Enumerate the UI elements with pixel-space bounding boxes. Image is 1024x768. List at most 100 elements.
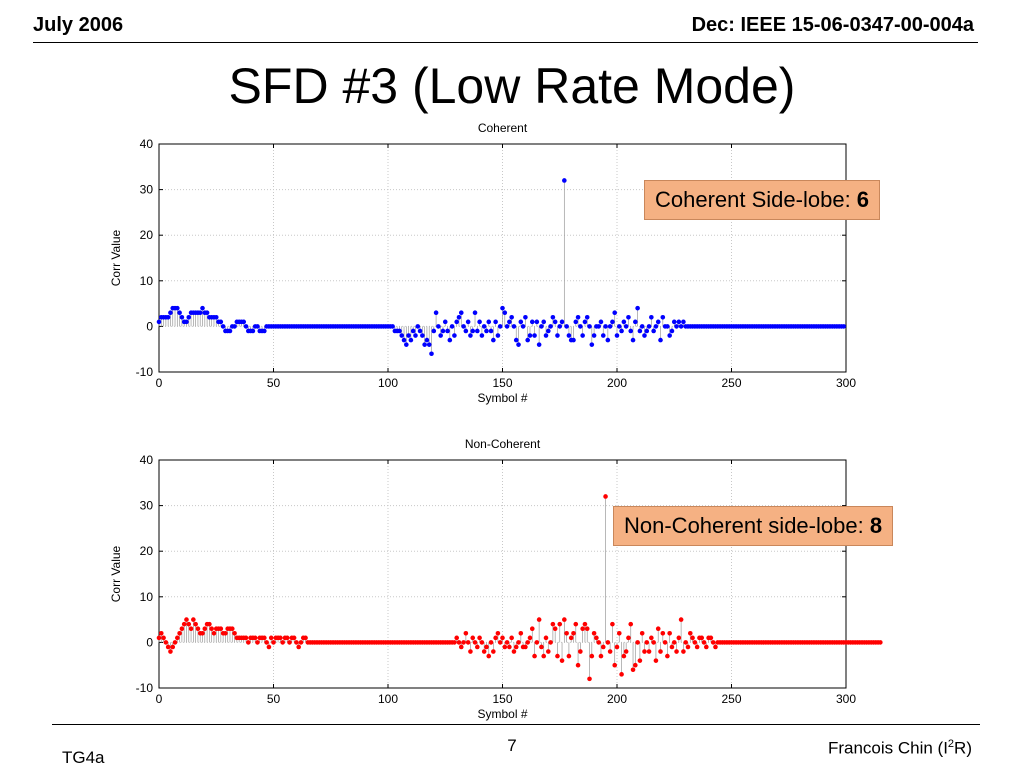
coherent-data-point [580, 333, 585, 338]
noncoherent-data-point [518, 630, 524, 636]
coherent-data-point [525, 337, 530, 343]
noncoherent-data-point [878, 640, 883, 645]
noncoherent-data-point [685, 644, 691, 650]
noncoherent-data-point [211, 630, 217, 636]
noncoherent-data-point [504, 640, 510, 645]
coherent-data-point [420, 333, 425, 338]
noncoherent-data-point [468, 649, 473, 654]
coherent-data-point [468, 333, 473, 338]
noncoherent-data-point [610, 621, 615, 627]
coherent-data-point [607, 324, 613, 329]
coherent-data-point [465, 319, 471, 325]
coherent-data-point [250, 328, 256, 334]
coherent-chart: 0 50 100 150 200 250 300 -10 0 10 20 30 40 Coherent Sy… [0, 116, 1024, 416]
noncoherent-data-point [628, 621, 634, 627]
header-document-id: Dec: IEEE 15-06-0347-00-004a [691, 14, 974, 36]
noncoherent-data-point [266, 644, 272, 650]
noncoherent-data-point [243, 635, 249, 641]
coherent-data-point [566, 333, 572, 338]
noncoherent-data-point [252, 635, 258, 641]
noncoherent-data-point [475, 644, 480, 650]
coherent-data-point [532, 333, 537, 338]
coherent-data-point [491, 337, 496, 343]
noncoherent-data-point [710, 640, 716, 645]
noncoherent-data-point [456, 640, 462, 645]
noncoherent-data-point [665, 653, 670, 659]
noncoherent-data-point [621, 653, 627, 659]
coherent-data-point [642, 333, 647, 338]
noncoherent-x-tick-label: 50 [267, 692, 281, 706]
noncoherent-data-point [223, 630, 228, 636]
coherent-data-point [447, 337, 453, 343]
noncoherent-x-tick-label: 300 [836, 692, 856, 706]
coherent-data-point [660, 314, 666, 320]
noncoherent-data-point [278, 635, 283, 641]
coherent-sidelobe-value: 6 [856, 187, 870, 212]
coherent-data-point [413, 333, 418, 338]
noncoherent-data-point [564, 630, 569, 636]
noncoherent-data-point [191, 617, 196, 622]
noncoherent-data-point [491, 649, 496, 654]
footer-author: Francois Chin (I2R) [828, 738, 972, 759]
noncoherent-data-point [477, 635, 482, 641]
footer-author-suffix: R) [954, 738, 972, 758]
coherent-data-point [458, 310, 464, 316]
noncoherent-data-point [246, 640, 251, 645]
noncoherent-data-point [291, 635, 297, 641]
coherent-data-point [575, 314, 581, 320]
noncoherent-data-point [255, 640, 260, 645]
noncoherent-data-point [536, 617, 542, 622]
noncoherent-data-point [188, 626, 194, 632]
noncoherent-data-point [662, 640, 668, 645]
noncoherent-data-point [642, 649, 647, 654]
noncoherent-data-point [287, 640, 292, 645]
coherent-data-point [461, 324, 466, 329]
coherent-chart-title: Coherent [478, 121, 528, 135]
noncoherent-data-point [692, 640, 698, 645]
coherent-data-point [546, 328, 551, 334]
coherent-data-point [681, 319, 686, 325]
noncoherent-data-point [612, 662, 618, 668]
coherent-data-point [417, 328, 423, 334]
noncoherent-data-point [658, 649, 663, 654]
noncoherent-sidelobe-callout: Non-Coherent side-lobe: 8 [613, 506, 894, 546]
footer-author-superscript: 2 [947, 738, 955, 750]
coherent-data-point [523, 314, 528, 320]
coherent-x-axis-label: Symbol # [477, 391, 527, 405]
coherent-x-tick-label: 150 [492, 376, 512, 390]
noncoherent-sidelobe-label: Non-Coherent side-lobe: [624, 513, 870, 538]
coherent-data-point [415, 324, 421, 329]
noncoherent-data-point [497, 640, 503, 645]
coherent-data-point [509, 314, 514, 320]
noncoherent-data-point [653, 658, 659, 663]
coherent-data-point [470, 328, 476, 334]
noncoherent-data-point [479, 640, 485, 645]
footer-page-number: 7 [507, 736, 517, 755]
noncoherent-data-point [264, 640, 269, 645]
coherent-data-point [456, 314, 462, 320]
noncoherent-data-point [637, 658, 643, 663]
noncoherent-data-point [607, 649, 613, 654]
coherent-data-point [649, 314, 654, 320]
noncoherent-data-point [525, 640, 530, 645]
noncoherent-data-point [676, 635, 682, 641]
coherent-data-point [600, 333, 606, 338]
coherent-data-point [635, 305, 640, 311]
coherent-data-point [449, 324, 455, 329]
noncoherent-data-point [527, 635, 533, 641]
noncoherent-data-point [461, 640, 466, 645]
coherent-data-point [527, 333, 533, 338]
coherent-data-point [543, 333, 549, 338]
noncoherent-data-point [589, 653, 595, 659]
noncoherent-data-point [158, 630, 164, 636]
coherent-data-point [587, 324, 592, 329]
coherent-data-point [493, 319, 498, 325]
noncoherent-data-point [156, 635, 162, 641]
coherent-data-point [507, 319, 512, 325]
coherent-data-point [165, 314, 171, 320]
coherent-y-tick-label: -10 [136, 365, 154, 379]
coherent-data-point [674, 324, 679, 329]
coherent-data-point [655, 319, 661, 325]
noncoherent-data-point [584, 626, 590, 632]
noncoherent-data-point [486, 653, 492, 659]
